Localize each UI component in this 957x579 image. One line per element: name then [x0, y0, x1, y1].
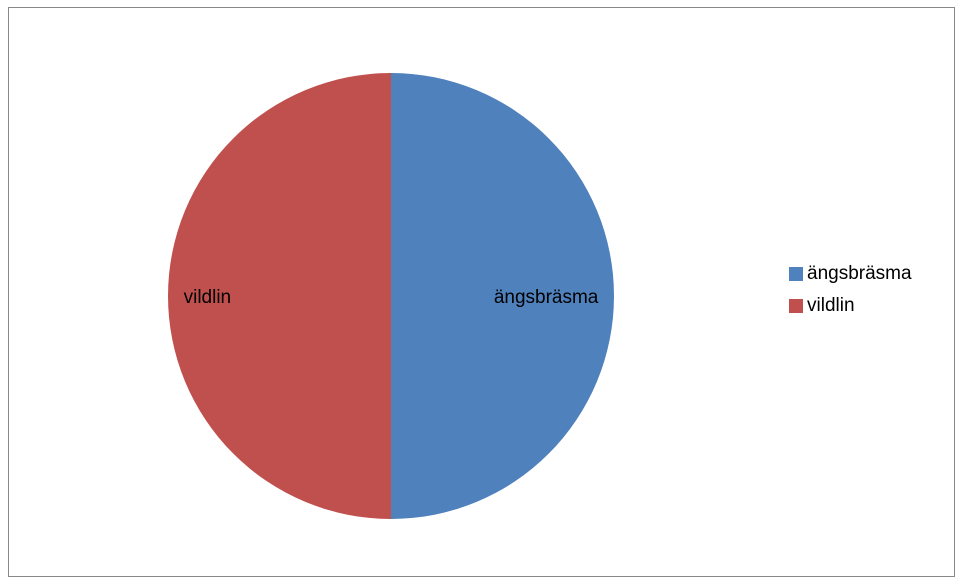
legend-item-vildlin: vildlin: [789, 293, 912, 319]
legend-label-angsbrasma: ängsbräsma: [807, 263, 912, 284]
pie-slice-0: [391, 73, 614, 519]
legend-swatch-angsbrasma: [789, 267, 803, 281]
legend: ängsbräsma vildlin: [789, 261, 912, 325]
legend-swatch-vildlin: [789, 299, 803, 313]
pie-slice-1: [168, 73, 391, 519]
legend-item-angsbrasma: ängsbräsma: [789, 261, 912, 287]
legend-label-vildlin: vildlin: [807, 295, 855, 316]
slice-label-0: ängsbräsma: [494, 287, 599, 308]
slice-label-1: vildlin: [184, 287, 232, 308]
